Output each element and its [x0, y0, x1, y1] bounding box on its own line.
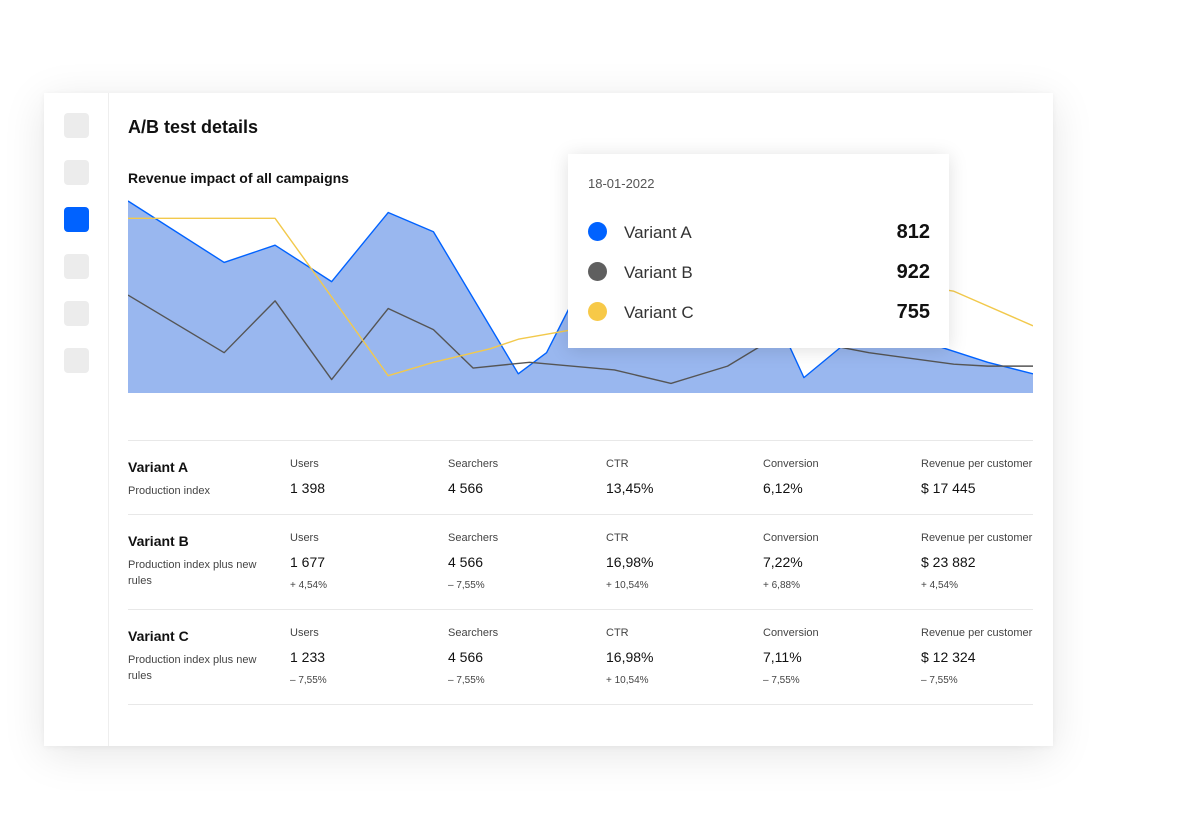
metric-value: 7,11%	[763, 649, 802, 665]
metric-value: 16,98%	[606, 649, 654, 665]
metric-delta: + 4,54%	[921, 580, 958, 591]
metric-delta: – 7,55%	[448, 675, 485, 686]
variant-description: Production index plus new rules	[128, 654, 257, 682]
chart-title: Revenue impact of all campaigns	[128, 170, 349, 186]
metric-delta: + 6,88%	[763, 580, 800, 591]
tooltip-variant-b-value: 922	[896, 261, 930, 283]
metric-label: Searchers	[448, 627, 499, 639]
metric-label: Users	[290, 458, 319, 470]
metric-label: Revenue per customer	[921, 532, 1033, 544]
metric-delta: + 10,54%	[606, 580, 649, 591]
sidebar-item-4[interactable]	[64, 254, 89, 279]
series-line-variant-b	[128, 294, 1033, 385]
metric-delta: + 10,54%	[606, 675, 649, 686]
metric-label: Revenue per customer	[921, 627, 1033, 639]
variant-name: Variant B	[128, 533, 189, 549]
metric-label: Searchers	[448, 458, 499, 470]
metric-value: 1 677	[290, 554, 326, 570]
metric-label: Revenue per customer	[921, 458, 1033, 470]
metric-delta: – 7,55%	[448, 580, 485, 591]
metric-label: CTR	[606, 532, 629, 544]
metric-value: 4 566	[448, 554, 484, 570]
metric-value: 1 233	[290, 649, 326, 665]
metric-label: Conversion	[763, 458, 819, 470]
metric-label: CTR	[606, 627, 629, 639]
tooltip-date: 18-01-2022	[588, 176, 655, 191]
variant-name: Variant A	[128, 459, 189, 475]
tooltip-row-variant-a: Variant A 812	[588, 220, 930, 244]
sidebar-item-5[interactable]	[64, 301, 89, 326]
metric-value: $ 17 445	[921, 480, 976, 496]
variant-description: Production index	[128, 485, 210, 497]
tooltip-row-variant-c: Variant C 755	[588, 300, 930, 324]
tooltip-variant-c-name: Variant C	[624, 303, 694, 322]
tooltip-variant-b-name: Variant B	[624, 263, 693, 282]
variants-table: Variant A Production index Users 1 398 S…	[128, 440, 1033, 705]
tooltip-row-variant-b: Variant B 922	[588, 260, 930, 284]
sidebar-item-6[interactable]	[64, 348, 89, 373]
tooltip-variant-a-value: 812	[896, 221, 930, 243]
variant-c-dot	[588, 302, 607, 321]
variant-b-dot	[588, 262, 607, 281]
metric-delta: + 4,54%	[290, 580, 327, 591]
metric-delta: – 7,55%	[290, 675, 327, 686]
sidebar-item-2[interactable]	[64, 160, 89, 185]
metric-label: CTR	[606, 458, 629, 470]
metric-value: 4 566	[448, 480, 484, 496]
sidebar-item-1[interactable]	[64, 113, 89, 138]
table-row-variant-b: Variant B Production index plus new rule…	[128, 514, 1033, 609]
metric-label: Users	[290, 627, 319, 639]
sidebar-item-3[interactable]	[64, 207, 89, 232]
metric-value: 1 398	[290, 480, 326, 496]
chart-tooltip: 18-01-2022 Variant A 812 Variant B 922 V…	[568, 154, 949, 348]
metric-value: $ 23 882	[921, 554, 976, 570]
metric-value: 16,98%	[606, 554, 654, 570]
metric-label: Conversion	[763, 627, 819, 639]
metric-value: $ 12 324	[921, 649, 976, 665]
variant-description: Production index plus new rules	[128, 559, 257, 587]
ab-test-card: A/B test details Revenue impact of all c…	[44, 93, 1053, 746]
metric-value: 7,22%	[763, 554, 803, 570]
metric-delta: – 7,55%	[921, 675, 958, 686]
tooltip-variant-a-name: Variant A	[624, 223, 692, 242]
variant-name: Variant C	[128, 628, 189, 644]
metric-label: Conversion	[763, 532, 819, 544]
metric-label: Searchers	[448, 532, 499, 544]
metric-value: 13,45%	[606, 480, 654, 496]
metric-label: Users	[290, 532, 319, 544]
table-row-variant-c: Variant C Production index plus new rule…	[128, 609, 1033, 705]
metric-value: 4 566	[448, 649, 484, 665]
metric-delta: – 7,55%	[763, 675, 800, 686]
tooltip-variant-c-value: 755	[896, 301, 930, 323]
metric-value: 6,12%	[763, 480, 803, 496]
variant-a-dot	[588, 222, 607, 241]
page-title: A/B test details	[128, 117, 259, 137]
table-row-variant-a: Variant A Production index Users 1 398 S…	[128, 440, 1033, 514]
sidebar	[44, 93, 109, 746]
